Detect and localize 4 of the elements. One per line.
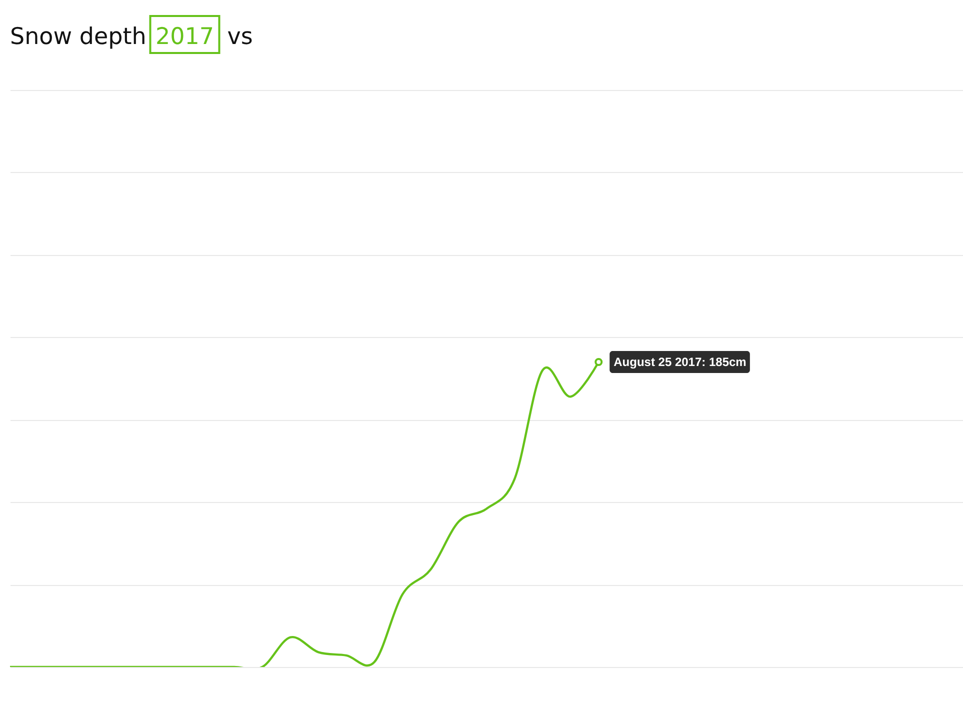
data-label: August 25 2017: 185cm bbox=[614, 355, 746, 370]
text: vs bbox=[227, 24, 253, 50]
text: 2017 bbox=[155, 24, 214, 50]
chart-title: Snow depth bbox=[10, 24, 146, 50]
